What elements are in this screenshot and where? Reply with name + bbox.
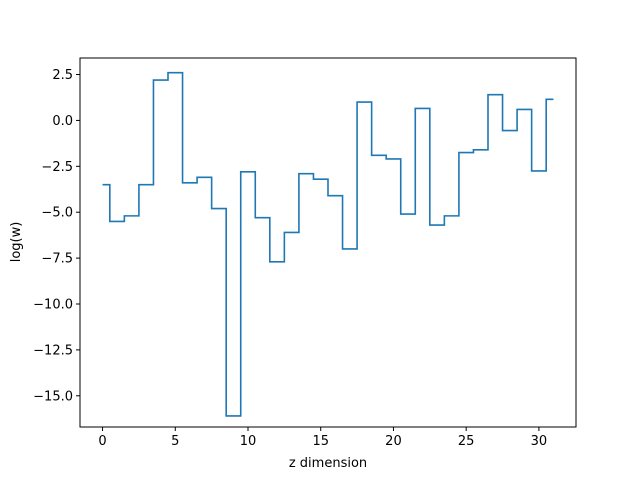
y-axis-label: log(w)	[9, 222, 24, 263]
y-axis-ticks: 2.5 0.0 −2.5 −5.0 −7.5 −10.0 −12.5 −15.0	[33, 68, 80, 404]
y-tick-label: −15.0	[33, 389, 73, 404]
plot-area	[80, 58, 576, 427]
y-tick-label: −10.0	[33, 298, 73, 313]
x-tick-label: 25	[458, 434, 475, 449]
x-tick-label: 5	[171, 434, 179, 449]
y-tick-label: 2.5	[52, 68, 73, 83]
series-line	[102, 71, 554, 417]
x-tick-label: 10	[240, 434, 257, 449]
x-tick-label: 0	[98, 434, 106, 449]
y-tick-label: −12.5	[33, 343, 73, 358]
x-axis-label: z dimension	[289, 456, 367, 471]
x-tick-label: 15	[312, 434, 329, 449]
x-axis-ticks: 0 5 10 15 20 25 30	[98, 427, 547, 449]
x-tick-label: 30	[531, 434, 548, 449]
y-tick-label: −7.5	[41, 252, 73, 267]
x-tick-label: 20	[385, 434, 402, 449]
y-tick-label: −5.0	[41, 206, 73, 221]
series-group	[102, 71, 554, 417]
y-tick-label: 0.0	[52, 114, 73, 129]
y-tick-label: −2.5	[41, 160, 73, 175]
plot-frame	[79, 57, 577, 428]
